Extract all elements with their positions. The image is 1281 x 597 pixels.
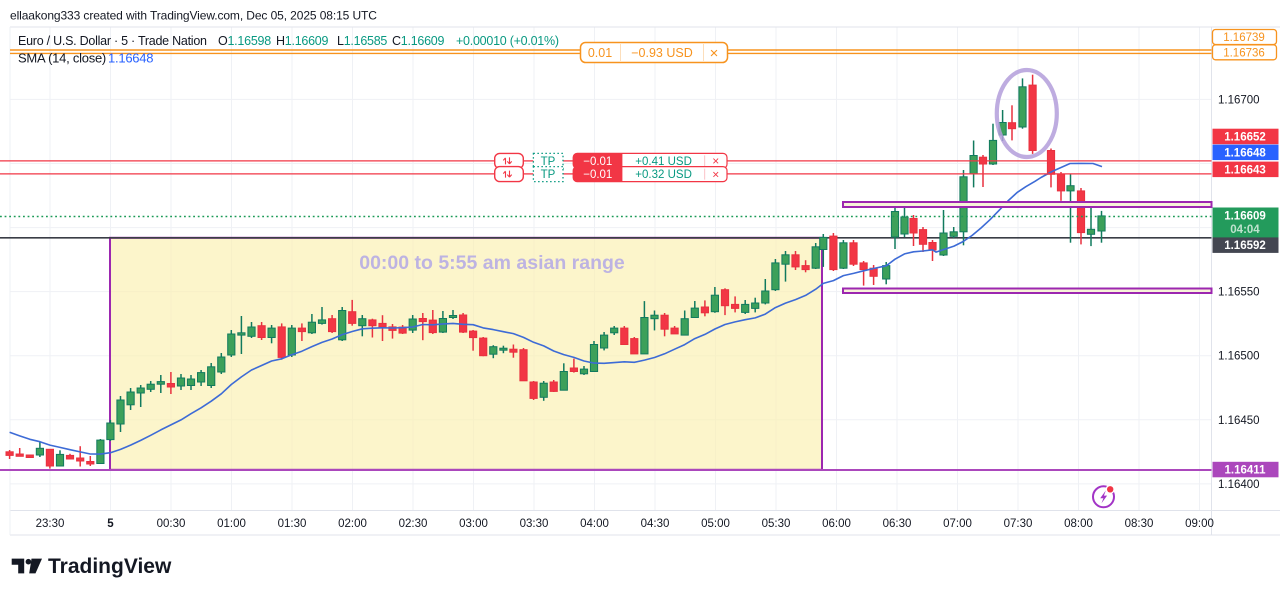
svg-text:×: ×	[710, 45, 719, 62]
svg-text:ellaakong333 created with Trad: ellaakong333 created with TradingView.co…	[10, 9, 377, 23]
svg-text:04:00: 04:00	[580, 518, 609, 530]
svg-text:07:00: 07:00	[943, 518, 972, 530]
svg-text:05:30: 05:30	[762, 518, 791, 530]
svg-text:00:30: 00:30	[157, 518, 186, 530]
svg-text:1.16643: 1.16643	[1224, 164, 1266, 176]
svg-text:5: 5	[107, 518, 114, 530]
svg-text:−0.01: −0.01	[583, 169, 612, 181]
svg-text:09:00: 09:00	[1185, 518, 1214, 530]
svg-text:1.16700: 1.16700	[1218, 94, 1260, 106]
svg-text:04:30: 04:30	[641, 518, 670, 530]
svg-text:01:30: 01:30	[278, 518, 307, 530]
svg-text:Euro / U.S. Dollar · 5 · Trade: Euro / U.S. Dollar · 5 · Trade Nation O1.…	[18, 34, 559, 48]
svg-text:1.16400: 1.16400	[1218, 479, 1260, 491]
svg-text:1.16648: 1.16648	[1224, 147, 1266, 159]
svg-text:1.16550: 1.16550	[1218, 287, 1260, 299]
svg-text:+0.32 USD: +0.32 USD	[635, 169, 692, 181]
svg-text:TradingView: TradingView	[48, 555, 172, 578]
svg-text:05:00: 05:00	[701, 518, 730, 530]
svg-text:1.16500: 1.16500	[1218, 351, 1260, 363]
svg-text:03:00: 03:00	[459, 518, 488, 530]
svg-text:×: ×	[712, 154, 719, 168]
svg-text:06:30: 06:30	[883, 518, 912, 530]
svg-text:03:30: 03:30	[520, 518, 549, 530]
svg-text:−0.01: −0.01	[583, 156, 612, 168]
svg-text:1.16592: 1.16592	[1224, 240, 1266, 252]
svg-text:1.16736: 1.16736	[1223, 47, 1265, 59]
svg-text:+0.41 USD: +0.41 USD	[635, 156, 692, 168]
svg-text:01:00: 01:00	[217, 518, 246, 530]
svg-text:1.16450: 1.16450	[1218, 415, 1260, 427]
svg-text:SMA (14, close)1.16648: SMA (14, close) 1.16648	[18, 51, 153, 66]
svg-text:TP: TP	[541, 169, 556, 181]
svg-text:08:00: 08:00	[1064, 518, 1093, 530]
svg-text:0.01: 0.01	[588, 46, 612, 60]
svg-text:1.16411: 1.16411	[1225, 465, 1267, 477]
svg-text:06:00: 06:00	[822, 518, 851, 530]
svg-text:04:04: 04:04	[1230, 224, 1260, 236]
svg-text:−0.93 USD: −0.93 USD	[631, 46, 693, 60]
svg-text:TP: TP	[541, 156, 556, 168]
svg-text:08:30: 08:30	[1125, 518, 1154, 530]
svg-text:02:30: 02:30	[399, 518, 428, 530]
svg-text:02:00: 02:00	[338, 518, 367, 530]
svg-text:00:00 to 5:55 am asian range: 00:00 to 5:55 am asian range	[359, 252, 625, 274]
svg-text:1.16609: 1.16609	[1224, 211, 1266, 223]
svg-text:1.16652: 1.16652	[1224, 131, 1266, 143]
svg-text:1.16739: 1.16739	[1223, 32, 1265, 44]
svg-text:23:30: 23:30	[36, 518, 65, 530]
svg-text:07:30: 07:30	[1004, 518, 1033, 530]
svg-text:×: ×	[712, 167, 719, 181]
